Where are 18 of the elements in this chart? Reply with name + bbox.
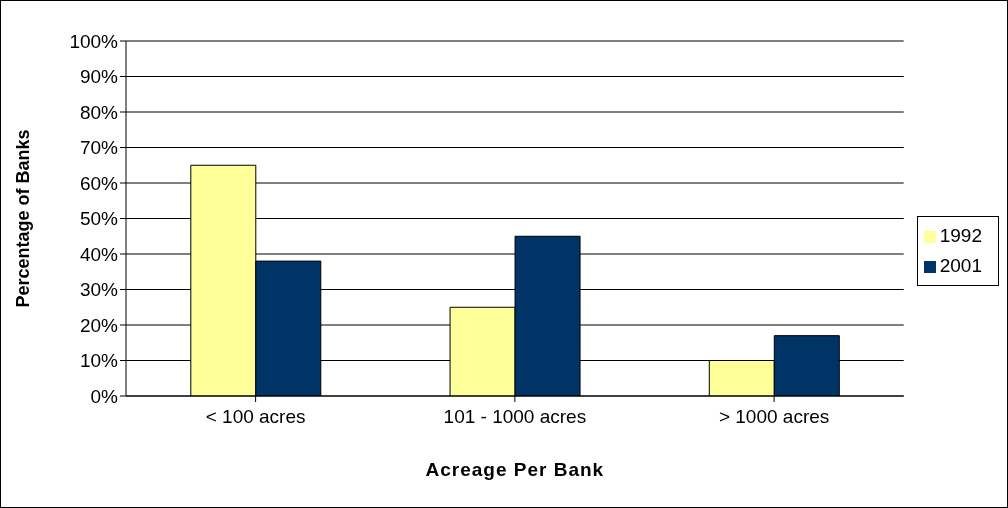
y-tick-label: 0% [90, 385, 119, 407]
x-tick-label: < 100 acres [205, 406, 306, 428]
y-tick-label: 90% [79, 66, 119, 88]
x-tick-label: > 1000 acres [718, 406, 830, 428]
y-tick-label: 50% [79, 208, 119, 230]
x-tick-label: 101 - 1000 acres [443, 406, 587, 428]
legend-label: 2001 [939, 255, 982, 276]
legend-label: 1992 [939, 225, 982, 246]
y-axis-title: Percentage of Banks [13, 129, 34, 308]
y-tick-label: 70% [79, 137, 119, 159]
y-tick-label: 10% [79, 350, 119, 372]
x-axis-title: Acreage Per Bank [425, 459, 605, 480]
y-tick-label: 20% [79, 314, 119, 336]
y-tick-label: 30% [79, 279, 119, 301]
y-tick-label: 40% [79, 243, 119, 265]
y-tick-label: 60% [79, 172, 119, 194]
y-tick-label: 100% [69, 30, 119, 52]
y-tick-label: 80% [79, 101, 119, 123]
